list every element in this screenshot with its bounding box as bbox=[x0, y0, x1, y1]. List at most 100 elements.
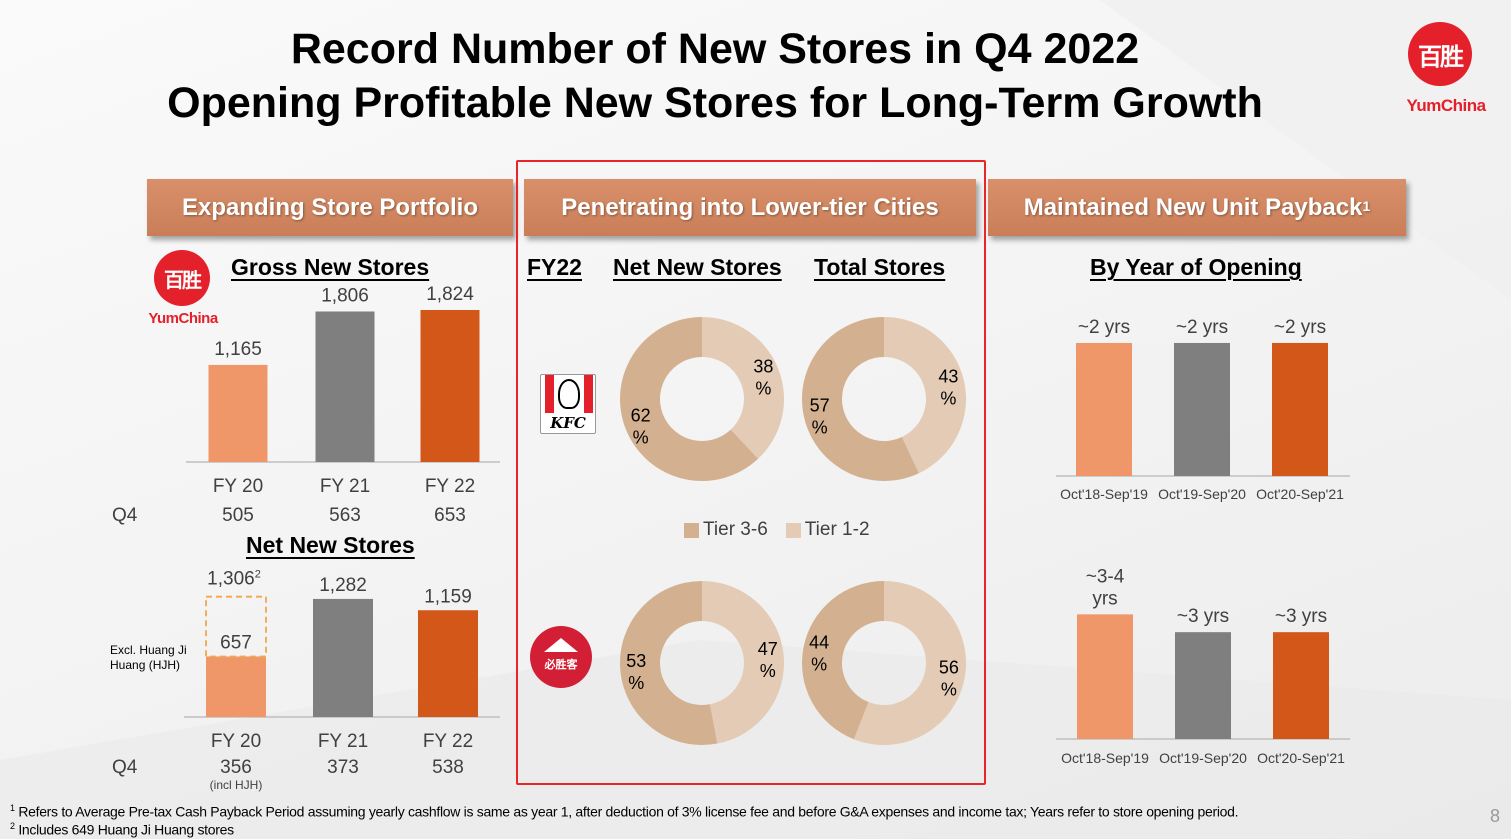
kfc-stripe bbox=[584, 375, 593, 413]
data-label: ~2 yrs bbox=[1176, 317, 1228, 338]
legend-item-tier36: Tier 3-6 bbox=[684, 519, 768, 541]
bar-oct20sep21 bbox=[1272, 342, 1328, 476]
donut-label-value: 57 bbox=[810, 395, 830, 415]
page-title-line1: Record Number of New Stores in Q4 2022 bbox=[290, 25, 1140, 73]
highlight-frame bbox=[516, 160, 986, 785]
donut-slice-tier1-2 bbox=[702, 581, 784, 744]
q4-value: 356 bbox=[220, 757, 252, 778]
footnote-1: 1 Refers to Average Pre-tax Cash Payback… bbox=[10, 803, 1239, 820]
yumchina-logo: 百胜 YumChina bbox=[1394, 22, 1498, 122]
yumchina-logo-icon: 百胜 bbox=[1408, 22, 1472, 86]
net-new-stores-title: Net New Stores bbox=[246, 532, 415, 558]
category-label: FY 22 bbox=[425, 476, 475, 497]
banner-expanding-store-portfolio: Expanding Store Portfolio bbox=[147, 179, 513, 236]
footnote-ref: 1 bbox=[1362, 197, 1371, 214]
data-label: 1,282 bbox=[319, 575, 367, 596]
q4-note: (incl HJH) bbox=[210, 778, 263, 792]
page-number: 8 bbox=[1490, 806, 1501, 826]
legend-label: Tier 3-6 bbox=[703, 519, 768, 540]
footnote-ref: 2 bbox=[255, 569, 261, 581]
by-year-of-opening-title: By Year of Opening bbox=[1090, 254, 1302, 280]
donut-label-percent: % bbox=[812, 417, 828, 437]
category-label: FY 22 bbox=[423, 731, 473, 752]
donut-label-value: 53 bbox=[626, 651, 646, 671]
donut-slice-tier3-6 bbox=[801, 317, 919, 481]
banner-label: Expanding Store Portfolio bbox=[181, 193, 478, 221]
pizza-hut-logo: 必胜客 bbox=[530, 626, 592, 688]
category-label: Oct'18-Sep'19 bbox=[1060, 486, 1148, 502]
donut-label-percent: % bbox=[755, 379, 771, 399]
bar-oct18sep19 bbox=[1076, 342, 1132, 476]
page-title-line2: Opening Profitable New Stores for Long-T… bbox=[167, 79, 1263, 127]
bar-oct19sep20 bbox=[1174, 342, 1230, 476]
bar-fy20-hjh-dashed bbox=[205, 595, 267, 658]
category-label: FY 20 bbox=[211, 731, 261, 752]
banner-new-unit-payback: Maintained New Unit Payback 1 bbox=[988, 179, 1406, 236]
bar-oct18sep19 bbox=[1077, 614, 1133, 739]
legend-item-tier12: Tier 1-2 bbox=[785, 519, 870, 541]
bar-fy20 bbox=[206, 656, 266, 717]
data-label: 1,824 bbox=[426, 285, 474, 305]
legend-swatch-tier12 bbox=[785, 522, 801, 538]
donut-slice-tier1-2 bbox=[702, 317, 784, 459]
fy22-label: FY22 bbox=[527, 254, 582, 280]
donut-slice-tier1-2 bbox=[884, 317, 966, 474]
data-label: ~3 yrs bbox=[1177, 606, 1229, 627]
data-label: 657 bbox=[220, 632, 252, 653]
pizza-hut-wordmark: 必胜客 bbox=[544, 659, 578, 671]
donut-label-percent: % bbox=[628, 673, 644, 693]
pizza-hut-roof-icon bbox=[544, 638, 578, 652]
excl-hjh-note-line1: Excl. Huang Ji bbox=[110, 643, 187, 657]
donut-label-percent: % bbox=[940, 389, 956, 409]
footnote-1-text: Refers to Average Pre-tax Cash Payback P… bbox=[18, 803, 1239, 820]
category-label: FY 21 bbox=[318, 731, 368, 752]
bar-fy22 bbox=[420, 310, 480, 462]
q4-label-gross: Q4 bbox=[112, 505, 138, 526]
footnote-2: 2 Includes 649 Huang Ji Huang stores bbox=[10, 821, 234, 838]
category-label: Oct'18-Sep'19 bbox=[1061, 750, 1149, 766]
category-label: Oct'20-Sep'21 bbox=[1257, 750, 1345, 766]
donut-slice-tier1-2 bbox=[853, 581, 966, 745]
net-new-stores-col-title: Net New Stores bbox=[613, 254, 782, 280]
gross-new-stores-chart: 1,165 FY 20 1,806 FY 21 1,824 FY 22 505 563 653 bbox=[186, 285, 500, 526]
data-label: 1,806 bbox=[321, 286, 369, 307]
kfc-logo: KFC bbox=[540, 374, 596, 434]
gross-new-stores-title: Gross New Stores bbox=[231, 254, 430, 280]
data-label: ~3-4 bbox=[1086, 566, 1125, 587]
footnote-1-marker: 1 bbox=[10, 803, 15, 813]
donut-label-percent: % bbox=[811, 655, 827, 675]
donut-label-value: 43 bbox=[938, 367, 958, 387]
category-label: Oct'20-Sep'21 bbox=[1256, 486, 1344, 502]
net-new-stores-chart: 657 FY 20 1,282 FY 21 1,159 FY 22 1,3062 356 373… bbox=[184, 569, 500, 792]
donut-label-value: 38 bbox=[753, 357, 773, 377]
bar-fy21 bbox=[315, 311, 375, 462]
donut-label-value: 47 bbox=[758, 639, 778, 659]
donut-slice-tier3-6 bbox=[802, 581, 884, 740]
category-label: Oct'19-Sep'20 bbox=[1158, 486, 1246, 502]
data-label: ~2 yrs bbox=[1078, 317, 1130, 338]
category-label: Oct'19-Sep'20 bbox=[1159, 750, 1247, 766]
q4-label-net: Q4 bbox=[112, 757, 138, 778]
donut-label-percent: % bbox=[633, 427, 649, 447]
bar-fy21 bbox=[313, 598, 373, 717]
yumchina-logo-text: YumChina bbox=[148, 310, 218, 327]
data-label: yrs bbox=[1092, 588, 1117, 609]
banner-label: Penetrating into Lower-tier Cities bbox=[561, 193, 939, 221]
data-label-total: 1,3062 bbox=[207, 569, 261, 590]
data-label: ~2 yrs bbox=[1274, 317, 1326, 338]
donut-label-percent: % bbox=[760, 661, 776, 681]
legend-swatch-tier36 bbox=[684, 522, 699, 538]
tier-donut-charts: 38%62%43%57%47%53%56%44% bbox=[619, 317, 966, 745]
payback-kfc-chart: ~2 yrs Oct'18-Sep'19 ~2 yrs Oct'19-Sep'20 ~2… bbox=[1056, 317, 1350, 502]
excl-hjh-note-line2: Huang (HJH) bbox=[110, 658, 181, 672]
donut-label-percent: % bbox=[941, 679, 957, 699]
banner-label: Maintained New Unit Payback bbox=[1023, 193, 1363, 221]
q4-value: 563 bbox=[329, 505, 361, 526]
colonel-icon bbox=[558, 379, 580, 409]
bar-fy20 bbox=[208, 364, 268, 462]
footnote-2-marker: 2 bbox=[10, 821, 15, 831]
bar-oct19sep20 bbox=[1175, 632, 1231, 739]
kfc-stripe bbox=[545, 375, 554, 413]
footnote-2-text: Includes 649 Huang Ji Huang stores bbox=[18, 821, 234, 838]
